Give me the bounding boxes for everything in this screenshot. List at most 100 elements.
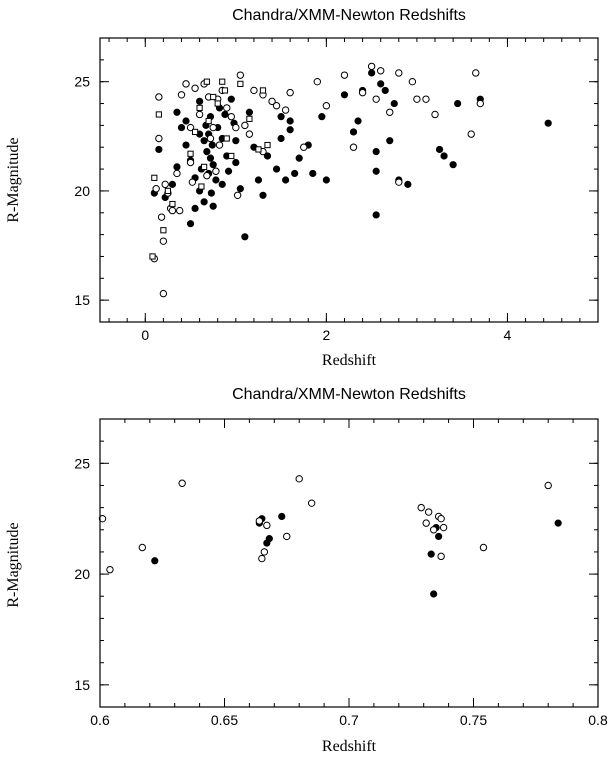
point-filled-circle xyxy=(386,137,394,145)
point-open-circle xyxy=(168,206,177,215)
point-open-circle xyxy=(422,519,430,527)
point-open-circle xyxy=(422,95,430,103)
point-filled-circle xyxy=(259,191,267,199)
x-tick-label: 2 xyxy=(322,327,330,343)
point-filled-circle xyxy=(372,148,380,156)
y-tick-label: 25 xyxy=(74,455,90,471)
point-filled-circle xyxy=(203,148,211,156)
point-open-circle xyxy=(178,479,186,487)
point-filled-circle xyxy=(440,152,448,160)
point-filled-circle xyxy=(209,202,217,210)
point-open-circle xyxy=(429,526,438,534)
point-open-square xyxy=(255,146,262,153)
point-filled-circle xyxy=(191,204,199,212)
point-open-circle xyxy=(395,69,403,77)
point-filled-circle xyxy=(354,117,362,125)
point-open-circle xyxy=(157,213,166,221)
point-filled-circle xyxy=(454,99,462,108)
point-filled-circle xyxy=(277,113,285,121)
point-filled-circle xyxy=(168,180,177,188)
point-open-circle xyxy=(161,180,169,189)
x-tick-label: 0.7 xyxy=(339,712,359,728)
point-open-circle xyxy=(233,191,242,199)
point-filled-circle xyxy=(309,169,317,178)
y-tick-label: 25 xyxy=(74,74,90,90)
point-open-circle xyxy=(250,86,258,95)
point-open-circle xyxy=(191,84,199,92)
point-open-square xyxy=(237,80,244,87)
point-open-circle xyxy=(367,62,376,71)
data-points xyxy=(149,62,552,298)
point-open-square xyxy=(219,78,226,85)
point-open-circle xyxy=(322,102,331,110)
point-open-square xyxy=(151,174,158,181)
point-open-circle xyxy=(349,143,358,151)
point-filled-circle xyxy=(286,126,294,134)
y-axis-label: R-Magnitude xyxy=(5,137,22,222)
point-filled-circle xyxy=(232,137,240,145)
point-open-circle xyxy=(186,158,195,167)
chart-title: Chandra/XMM-Newton Redshifts xyxy=(232,386,466,403)
point-open-circle xyxy=(215,141,224,149)
point-open-square xyxy=(203,78,210,85)
point-open-circle xyxy=(439,523,448,532)
point-filled-circle xyxy=(430,590,438,598)
x-tick-label: 0.8 xyxy=(588,712,608,728)
plot-frame xyxy=(99,418,599,708)
point-open-circle xyxy=(386,108,394,116)
point-filled-circle xyxy=(349,128,358,136)
point-open-circle xyxy=(241,121,249,130)
point-open-circle xyxy=(263,521,271,530)
point-filled-circle xyxy=(286,117,294,125)
point-open-circle xyxy=(98,514,107,523)
point-filled-circle xyxy=(227,95,235,103)
point-filled-circle xyxy=(200,137,208,145)
point-open-circle xyxy=(340,71,349,79)
point-open-circle xyxy=(431,110,439,119)
point-filled-circle xyxy=(173,108,181,116)
point-open-circle xyxy=(479,543,488,552)
point-filled-circle xyxy=(381,86,389,95)
point-open-square xyxy=(198,183,205,190)
point-filled-circle xyxy=(241,233,249,241)
point-open-circle xyxy=(300,143,308,151)
data-points xyxy=(98,475,562,598)
point-filled-circle xyxy=(196,97,204,105)
point-filled-circle xyxy=(173,163,181,171)
point-open-square xyxy=(214,100,221,107)
point-open-square xyxy=(259,87,267,94)
point-open-circle xyxy=(203,171,211,180)
point-open-circle xyxy=(272,102,281,110)
point-filled-circle xyxy=(291,169,299,178)
point-open-circle xyxy=(245,130,254,138)
point-open-circle xyxy=(227,112,235,121)
x-axis-label: Redshift xyxy=(322,738,377,755)
point-filled-circle xyxy=(200,198,208,206)
point-open-square xyxy=(228,152,235,160)
point-open-circle xyxy=(472,69,480,77)
point-filled-circle xyxy=(182,141,190,149)
point-open-square xyxy=(246,115,253,122)
point-filled-circle xyxy=(224,167,233,175)
point-open-circle xyxy=(177,91,186,99)
point-open-circle xyxy=(209,123,217,132)
point-open-circle xyxy=(376,67,385,75)
point-filled-circle xyxy=(207,189,215,197)
point-open-circle xyxy=(159,237,168,245)
point-open-circle xyxy=(544,481,552,490)
point-filled-circle xyxy=(435,532,443,541)
y-tick-label: 20 xyxy=(74,183,90,199)
y-tick-label: 20 xyxy=(74,566,90,582)
point-open-circle xyxy=(437,514,445,523)
point-filled-circle xyxy=(151,557,159,565)
chart-title: Chandra/XMM-Newton Redshifts xyxy=(232,7,466,24)
point-filled-circle xyxy=(221,110,229,119)
point-open-circle xyxy=(155,93,163,101)
point-filled-circle xyxy=(295,154,303,162)
point-open-square xyxy=(210,93,217,101)
point-open-circle xyxy=(307,499,316,507)
point-filled-circle xyxy=(155,145,163,154)
point-filled-circle xyxy=(372,167,380,175)
point-open-square xyxy=(191,128,199,136)
point-filled-circle xyxy=(263,152,272,160)
